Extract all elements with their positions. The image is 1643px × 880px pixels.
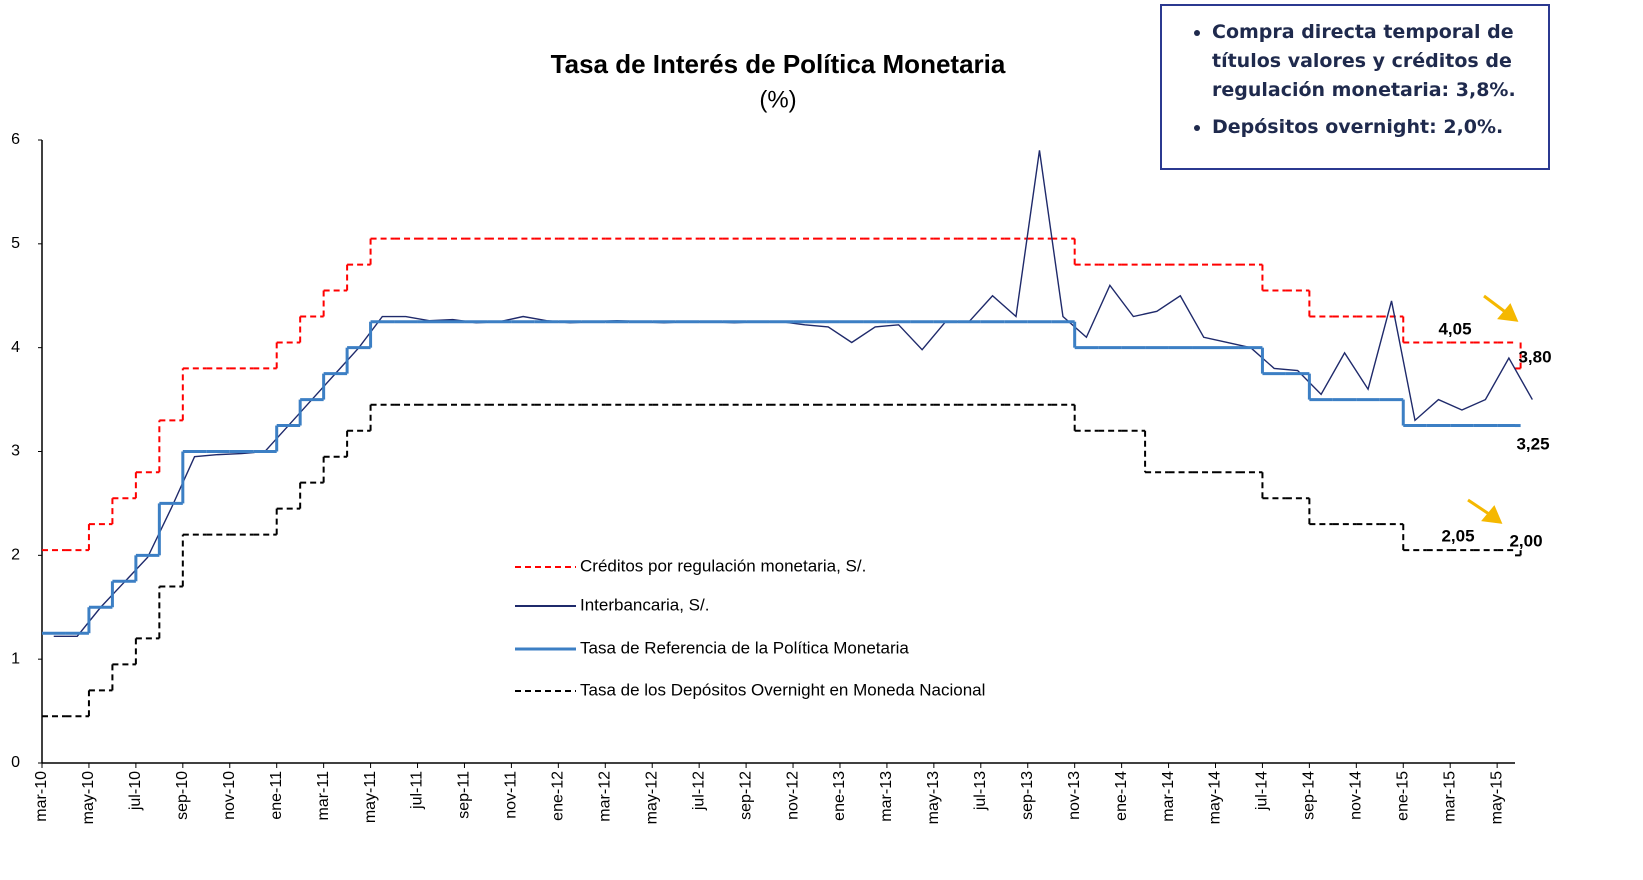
y-tick-label: 5 (11, 235, 20, 252)
x-tick-label: may-10 (80, 771, 97, 824)
x-tick-label: ene-12 (550, 771, 567, 821)
x-tick-label: may-14 (1207, 771, 1224, 824)
x-tick-label: nov-14 (1348, 771, 1365, 820)
chart-title: Tasa de Interés de Política Monetaria (551, 49, 1006, 79)
x-tick-label: sep-14 (1301, 771, 1318, 820)
legend-label: Tasa de Referencia de la Política Moneta… (580, 638, 909, 657)
note-item: Depósitos overnight: 2,0%. (1212, 113, 1534, 142)
x-tick-label: ene-13 (831, 771, 848, 821)
legend-label: Interbancaria, S/. (580, 595, 709, 614)
x-tick-label: ene-15 (1394, 771, 1411, 821)
arrow-head (1497, 303, 1519, 322)
y-tick-label: 3 (11, 443, 20, 460)
annotation: 3,25 (1516, 434, 1549, 453)
x-tick-label: ene-14 (1113, 771, 1130, 821)
x-tick-label: ene-11 (268, 771, 285, 820)
series (42, 320, 1521, 635)
x-tick-label: sep-12 (737, 771, 754, 820)
x-tick-label: mar-15 (1441, 771, 1458, 822)
x-tick-label: sep-10 (174, 771, 191, 820)
y-tick-label: 0 (11, 754, 20, 771)
annotation: 3,80 (1518, 347, 1551, 366)
x-tick-label: mar-10 (33, 771, 50, 822)
x-tick-label: nov-10 (221, 771, 238, 820)
x-tick-label: may-12 (643, 771, 660, 824)
x-tick-label: may-11 (362, 771, 379, 823)
y-tick-label: 1 (11, 650, 20, 667)
y-tick-label: 4 (11, 339, 20, 356)
annotation: 2,00 (1509, 531, 1542, 550)
x-tick-label: mar-11 (315, 771, 332, 821)
y-tick-label: 2 (11, 547, 20, 564)
note-list: Compra directa temporal de títulos valor… (1178, 18, 1534, 142)
legend-label: Tasa de los Depósitos Overnight en Moned… (580, 680, 985, 699)
x-tick-label: may-13 (925, 771, 942, 824)
x-tick-label: mar-14 (1160, 771, 1177, 822)
x-tick-label: nov-11 (503, 771, 520, 819)
annotation: 4,05 (1438, 319, 1471, 338)
annotation: 2,05 (1441, 526, 1474, 545)
x-tick-label: jul-12 (690, 771, 707, 811)
x-tick-label: may-15 (1488, 771, 1505, 824)
x-tick-label: mar-13 (878, 771, 895, 822)
x-tick-label: sep-13 (1019, 771, 1036, 820)
x-tick-label: jul-10 (127, 771, 144, 811)
x-tick-label: nov-12 (784, 771, 801, 820)
legend-label: Créditos por regulación monetaria, S/. (580, 556, 866, 575)
x-tick-label: nov-13 (1066, 771, 1083, 820)
series (42, 403, 1522, 718)
x-tick-label: mar-12 (596, 771, 613, 822)
x-tick-label: jul-11 (409, 771, 426, 810)
x-tick-label: jul-14 (1254, 771, 1271, 811)
x-tick-label: jul-13 (972, 771, 989, 811)
y-tick-label: 6 (11, 131, 20, 148)
note-item: Compra directa temporal de títulos valor… (1212, 18, 1534, 105)
arrow-head (1481, 505, 1503, 524)
arrows (1467, 294, 1519, 524)
x-tick-label: sep-11 (456, 771, 473, 819)
series (42, 237, 1522, 552)
chart-subtitle: (%) (759, 86, 796, 113)
note-box: Compra directa temporal de títulos valor… (1160, 4, 1550, 170)
